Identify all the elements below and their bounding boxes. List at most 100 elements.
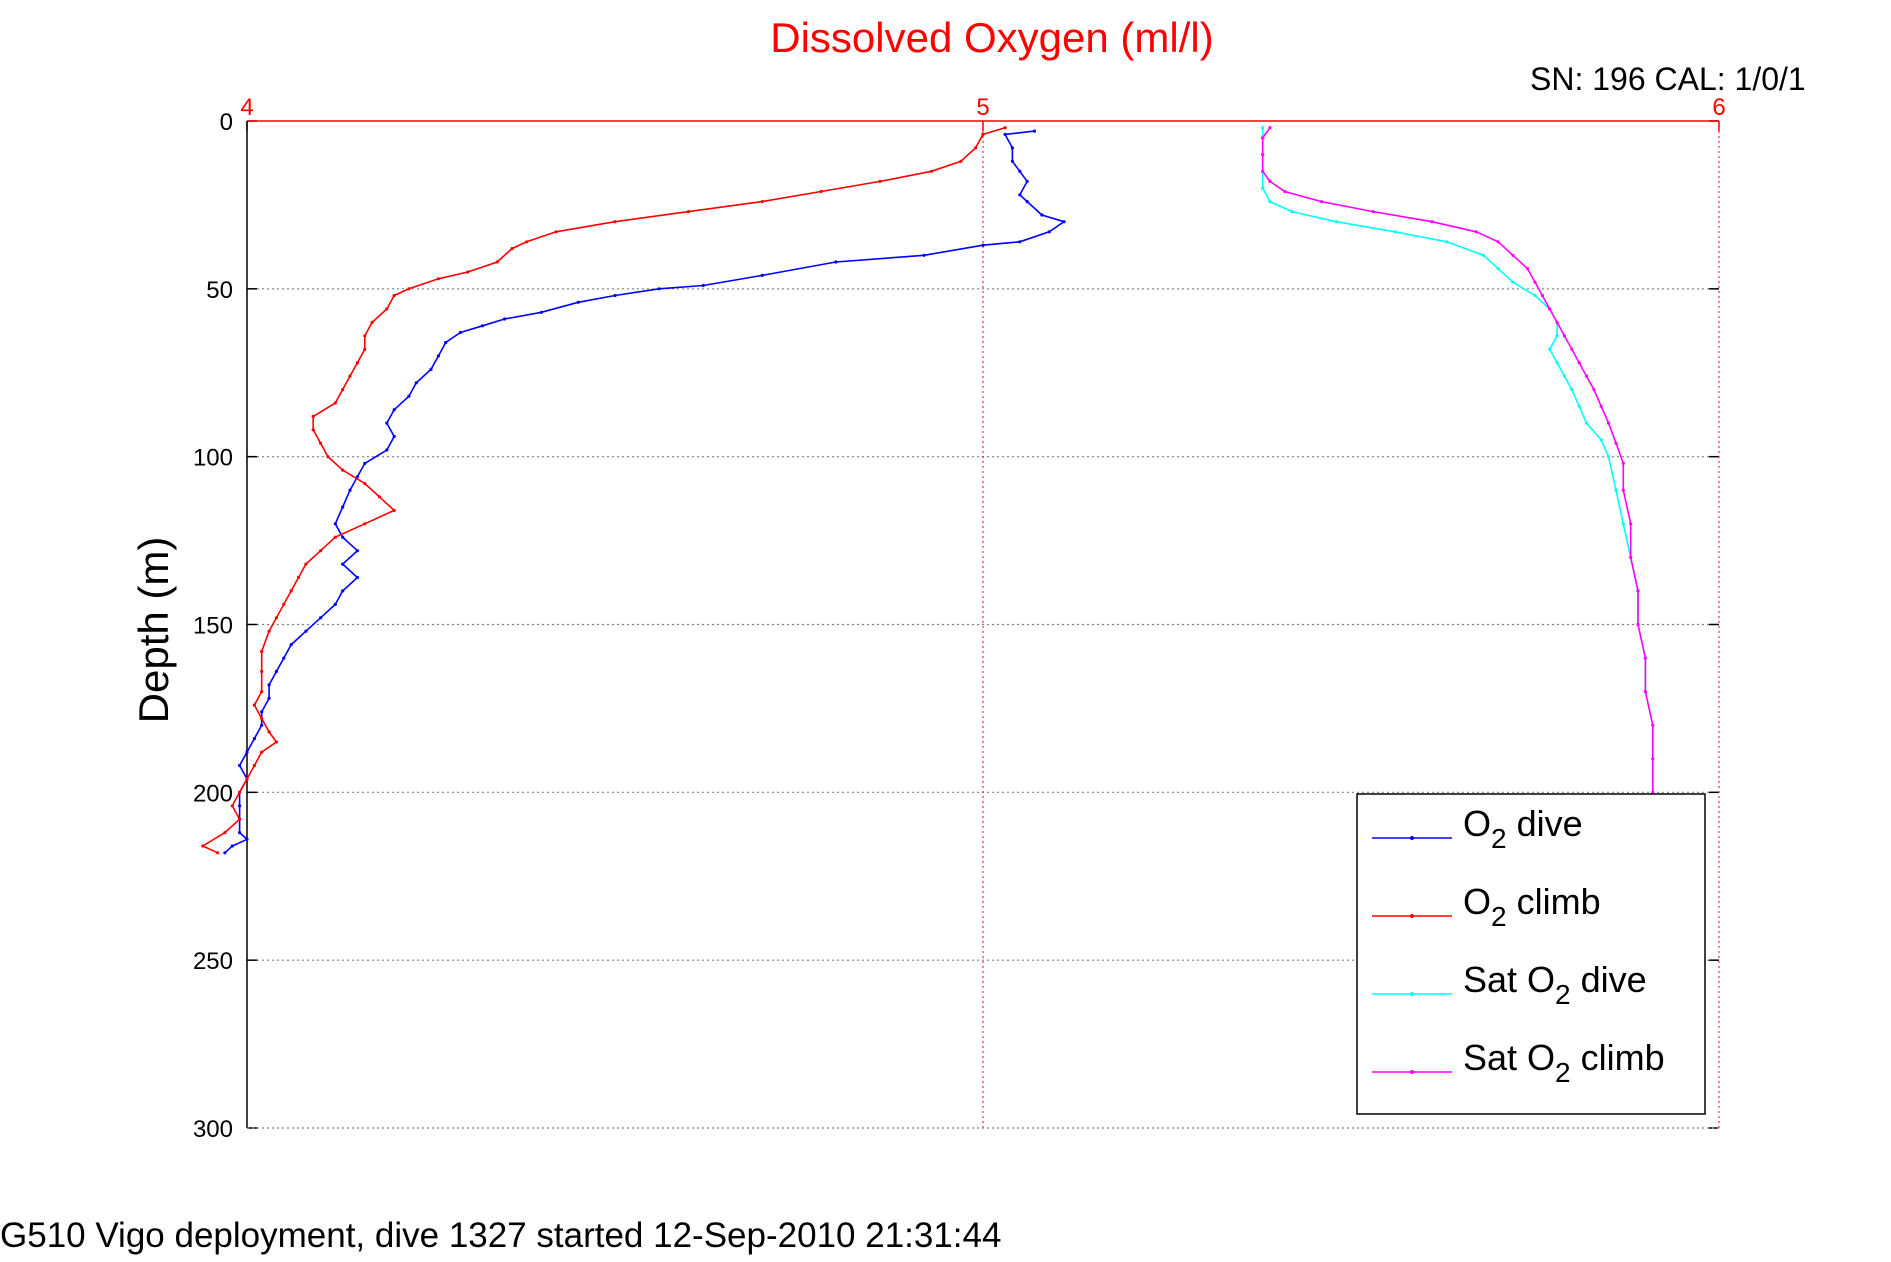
series-point-0: [274, 669, 278, 674]
series-point-0: [1025, 200, 1029, 204]
series-point-2: [1261, 126, 1265, 130]
series-point-1: [245, 777, 249, 781]
legend-label-subscript: 2: [1491, 823, 1507, 854]
series-point-0: [319, 616, 323, 620]
series-point-1: [363, 481, 367, 486]
series-line-3: [1261, 127, 1654, 793]
series-point-0: [760, 273, 764, 277]
series-point-0: [1018, 193, 1022, 197]
series-point-1: [201, 844, 205, 848]
series-point-0: [355, 575, 359, 580]
series-point-1: [326, 455, 330, 459]
series-point-2: [1496, 267, 1500, 271]
series-point-2: [1577, 404, 1581, 408]
series-point-1: [385, 307, 389, 311]
series-point-0: [444, 340, 448, 345]
series-point-1: [981, 132, 985, 136]
series-point-0: [1040, 213, 1044, 217]
series-point-0: [333, 522, 337, 526]
series-point-0: [436, 354, 440, 358]
grid-layer: [247, 121, 1719, 1128]
legend-label-part: climb: [1571, 1037, 1665, 1078]
series-point-0: [238, 804, 242, 808]
legend-label-part: dive: [1507, 803, 1583, 844]
series-point-3: [1548, 307, 1552, 311]
series-point-0: [1010, 159, 1015, 163]
series-point-1: [959, 159, 963, 163]
series-point-1: [282, 602, 286, 607]
series-point-1: [260, 649, 264, 654]
legend-label-part: Sat O: [1463, 1037, 1555, 1078]
series-point-0: [341, 562, 345, 566]
series-point-0: [480, 324, 485, 328]
series-point-0: [1003, 132, 1007, 136]
series-point-2: [1607, 455, 1611, 459]
series-point-1: [392, 293, 396, 298]
series-point-0: [922, 253, 926, 257]
legend-label-part: dive: [1571, 959, 1647, 1000]
series-point-3: [1261, 136, 1265, 140]
series-point-3: [1570, 347, 1574, 351]
series-point-0: [1032, 129, 1037, 133]
legend-label-2: Sat O2 dive: [1463, 959, 1647, 1010]
series-point-1: [260, 716, 264, 721]
series-point-0: [245, 837, 249, 841]
series-point-1: [436, 277, 440, 281]
series-point-0: [1018, 240, 1022, 244]
series-point-1: [274, 740, 278, 744]
series-point-0: [333, 602, 337, 607]
series-point-1: [407, 287, 411, 291]
series-point-0: [414, 381, 418, 385]
series-point-3: [1540, 293, 1544, 298]
series-point-3: [1599, 404, 1603, 408]
series-point-0: [834, 260, 838, 264]
series-point-3: [1621, 461, 1625, 465]
series-point-0: [392, 434, 396, 439]
series-point-1: [363, 347, 367, 351]
legend-label-part: O: [1463, 803, 1491, 844]
series-layer: [201, 126, 1655, 855]
series-point-1: [296, 575, 301, 580]
y-tick-label: 100: [193, 445, 233, 472]
series-point-0: [613, 293, 617, 298]
series-point-1: [1003, 126, 1007, 130]
series-point-2: [1621, 522, 1625, 526]
x-tick-label: 6: [1712, 94, 1725, 121]
legend-swatch-marker-2: [1410, 992, 1414, 996]
series-point-0: [701, 283, 705, 288]
series-point-3: [1562, 334, 1566, 338]
series-point-0: [407, 394, 411, 398]
series-point-2: [1555, 361, 1559, 365]
footer-caption: G510 Vigo deployment, dive 1327 started …: [0, 1216, 1001, 1255]
series-point-1: [363, 522, 367, 526]
series-point-1: [238, 790, 242, 794]
series-point-1: [495, 260, 499, 264]
series-point-1: [252, 763, 256, 768]
series-point-1: [878, 179, 882, 183]
series-point-3: [1643, 656, 1647, 660]
series-point-0: [1010, 146, 1015, 150]
y-axis-label: Depth (m): [130, 537, 177, 724]
series-point-3: [1651, 790, 1655, 794]
series-point-3: [1592, 387, 1596, 392]
series-point-3: [1320, 200, 1324, 204]
series-point-3: [1511, 253, 1515, 257]
series-point-1: [687, 210, 691, 214]
y-tick-label: 50: [206, 277, 233, 304]
series-point-0: [392, 408, 396, 412]
x-tick-label: 5: [976, 94, 989, 121]
series-point-3: [1371, 210, 1375, 214]
series-point-0: [304, 629, 308, 633]
y-tick-label: 150: [193, 613, 233, 640]
series-point-1: [260, 750, 264, 754]
y-tick-label: 300: [193, 1116, 233, 1143]
series-point-0: [539, 310, 544, 314]
info-label: SN: 196 CAL: 1/0/1: [1530, 61, 1806, 97]
series-point-1: [319, 549, 323, 553]
series-point-0: [1062, 220, 1066, 224]
series-point-3: [1629, 522, 1633, 526]
series-point-3: [1283, 189, 1287, 194]
